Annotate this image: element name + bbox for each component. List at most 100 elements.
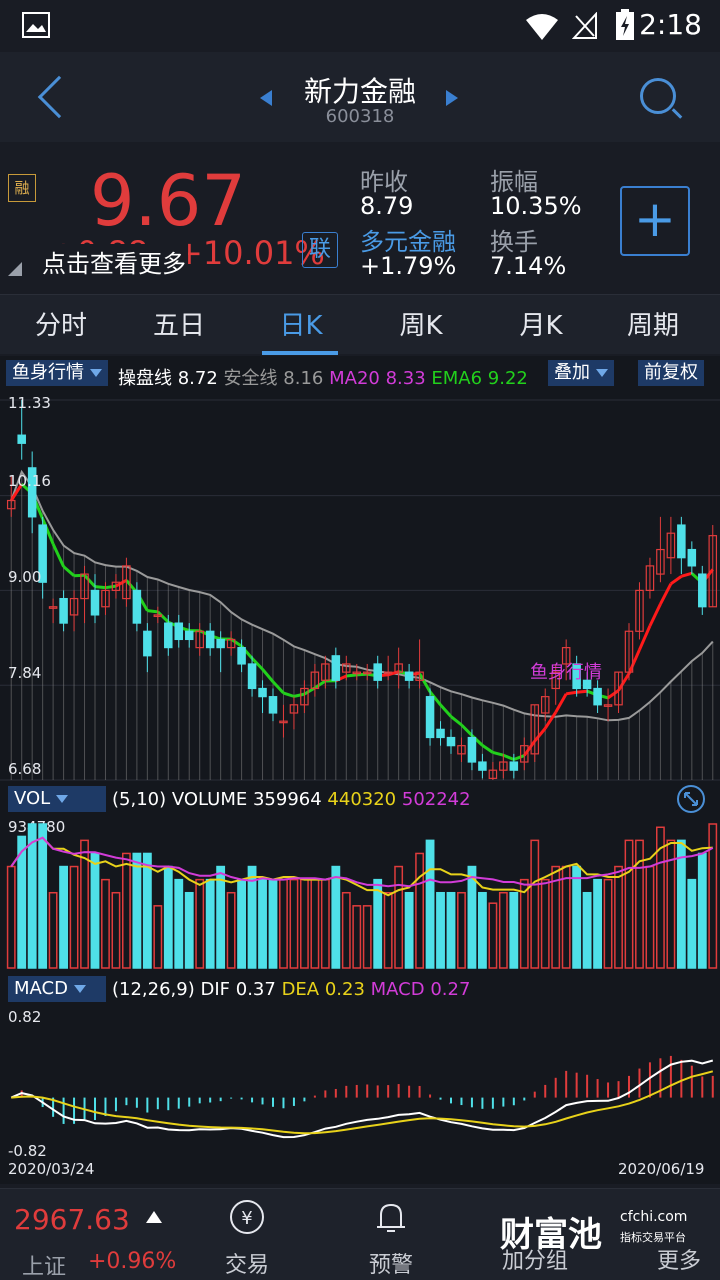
tab-intraday[interactable]: 分时 [34, 311, 87, 341]
prev-stock-icon[interactable] [260, 90, 272, 106]
index-change: +0.96% [88, 1249, 177, 1274]
ma20-value: 8.33 [385, 368, 426, 389]
more-tooltip[interactable]: 点击查看更多 [40, 244, 188, 279]
candle-body [237, 647, 246, 665]
candle-body [132, 589, 142, 624]
candle-body [362, 671, 372, 675]
nav-trade[interactable]: ¥ 交易 [202, 1197, 292, 1279]
price-axis-4: 7.84 [8, 664, 42, 682]
fish-annotation: 鱼身行情 [530, 662, 602, 683]
next-stock-icon[interactable] [446, 90, 458, 106]
volume-bar [268, 878, 278, 969]
volume-ma5-line [10, 836, 713, 897]
nav-more-label: 更多 [656, 1249, 701, 1274]
price-change-percent: +10.01% [176, 234, 325, 272]
dif-label: DIF [200, 979, 231, 1000]
add-watchlist-button[interactable]: + [620, 186, 690, 256]
dif-line [10, 1059, 714, 1139]
candle-body [38, 524, 47, 583]
candle-body [247, 663, 257, 690]
nav-alert[interactable]: 预警 [346, 1197, 436, 1279]
ema6-segment [314, 679, 327, 690]
price-axis-2: 10.16 [8, 472, 51, 490]
ema6-segment [523, 740, 536, 757]
candle-body [478, 761, 487, 771]
ema6-segment [261, 668, 275, 683]
fullscreen-icon[interactable] [676, 784, 706, 814]
nav-add-group[interactable]: 加分组 [490, 1197, 580, 1275]
period-tabs: 分时 五日 日K 周K 月K 周期 [0, 294, 720, 355]
volume-bar [655, 826, 665, 969]
adjust-button[interactable]: 前复权 [638, 360, 704, 386]
candle-body [174, 622, 184, 641]
volume-bar [310, 878, 320, 969]
candle-body [666, 532, 676, 559]
chevron-down-icon [56, 795, 69, 803]
tab-weekly-k[interactable]: 周K [399, 311, 443, 341]
tab-daily-k[interactable]: 日K [279, 311, 323, 341]
volume-bar [467, 865, 477, 969]
candlestick-chart[interactable] [0, 392, 720, 788]
ema6-segment [62, 565, 76, 577]
volume-bar [90, 852, 100, 969]
linked-button[interactable]: 联 [302, 232, 338, 268]
volume-max: 934780 [8, 818, 66, 836]
volume-selector[interactable]: VOL [8, 786, 106, 812]
ema6-segment [156, 610, 170, 624]
ema6-segment [481, 744, 494, 754]
watermark-logo: 财富池 [500, 1215, 602, 1255]
sector-label[interactable]: 多元金融 [360, 228, 456, 256]
tab-five-day[interactable]: 五日 [152, 311, 205, 341]
candle-body [80, 573, 89, 600]
volume-bar [341, 891, 351, 969]
caopan-label: 操盘线 [118, 368, 172, 389]
candle-body [614, 671, 623, 706]
volume-bar [687, 878, 697, 969]
candle-body [300, 687, 309, 706]
gallery-icon [22, 12, 50, 38]
ema6-segment [230, 637, 243, 648]
candle-body [488, 769, 498, 779]
ema6-segment [105, 584, 117, 590]
volume-bar [582, 891, 592, 969]
macd-selector[interactable]: MACD [8, 976, 106, 1002]
candle-body [582, 679, 592, 690]
volume-indicator-label: VOL [14, 788, 51, 809]
volume-bar [101, 878, 110, 969]
candle-body [677, 524, 686, 559]
index-name: 上证 [22, 1255, 67, 1280]
volume-bar [153, 905, 163, 969]
nav-more[interactable]: 更多 [634, 1197, 720, 1275]
candle-body [509, 761, 519, 771]
volume-bar [279, 878, 288, 969]
prev-close-value: 8.79 [360, 192, 414, 220]
volume-bar [69, 865, 79, 969]
ema6-segment [617, 672, 631, 692]
volume-bar [635, 839, 644, 969]
candle-body [593, 687, 602, 706]
indicator-selector[interactable]: 鱼身行情 [6, 360, 108, 386]
candle-body [143, 630, 152, 657]
search-icon[interactable] [640, 78, 676, 114]
index-value[interactable]: 2967.63 [14, 1203, 130, 1236]
current-price: 9.67 [90, 160, 246, 242]
candle-body [321, 663, 330, 681]
ma20-label: MA20 [329, 368, 380, 389]
ema6-segment [460, 723, 474, 737]
candle-body [258, 687, 267, 698]
tab-monthly-k[interactable]: 月K [519, 311, 563, 341]
wifi-icon [526, 14, 558, 40]
ema6-segment [659, 583, 673, 605]
tab-period[interactable]: 周期 [626, 311, 679, 341]
volume-bar [6, 865, 16, 969]
candle-body [436, 728, 445, 739]
volume-bar [498, 891, 508, 969]
ema6-segment [428, 690, 442, 706]
overlay-selector[interactable]: 叠加 [548, 360, 614, 386]
volume-bar [383, 891, 393, 969]
volume-bar [142, 852, 152, 969]
ema6-segment [41, 518, 55, 545]
volume-ma10: 502242 [401, 789, 471, 810]
expand-corner-icon[interactable] [8, 262, 22, 276]
volume-chart [6, 823, 718, 969]
